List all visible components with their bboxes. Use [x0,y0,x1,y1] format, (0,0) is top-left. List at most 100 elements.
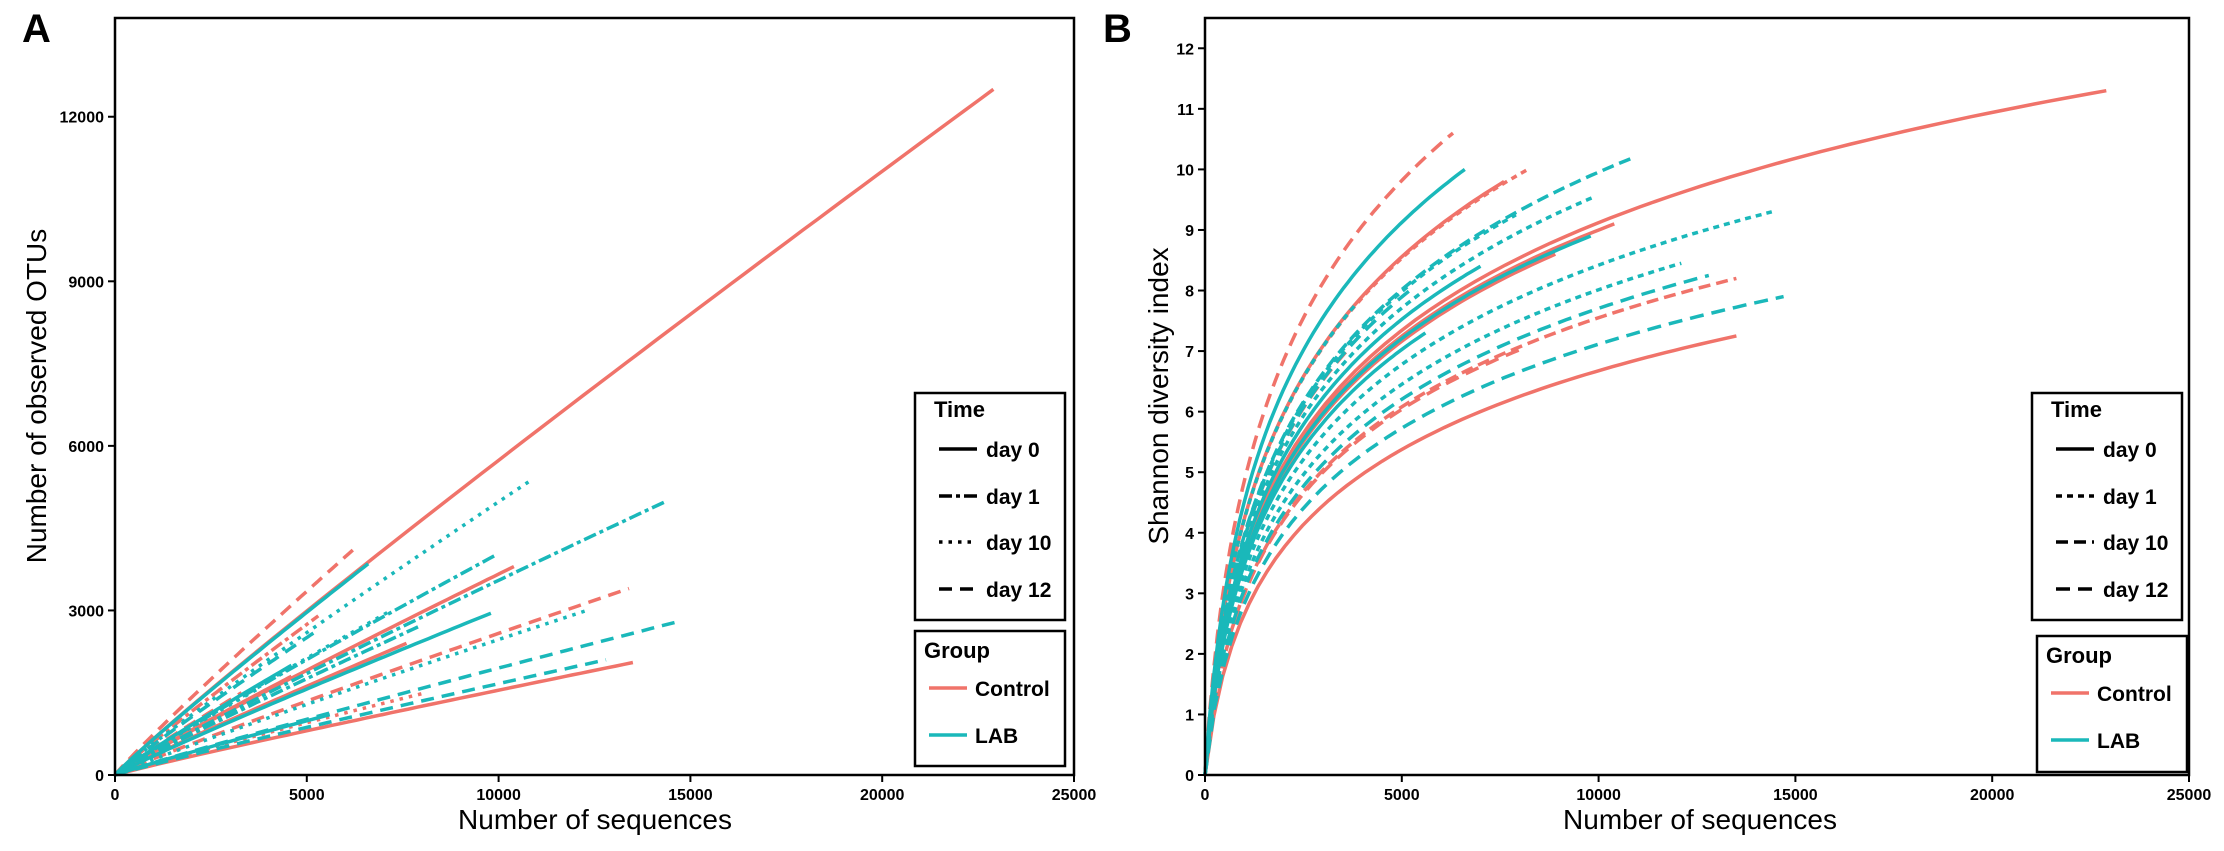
chart-b-xlabel: Number of sequences [1563,804,1837,835]
chart-a-series [113,87,995,777]
chart-a-xtick-label: 15000 [668,787,713,804]
chart-a-legend-group-box [913,629,1067,768]
chart-b-ytick-label: 5 [1185,465,1194,482]
chart-a-series-line [114,499,669,777]
chart-b-series-line [1203,180,1506,776]
chart-a-series-line [114,608,588,777]
chart-b-series-line [1203,264,1482,776]
chart-a-xlabel: Number of sequences [458,804,732,835]
chart-a-series-line [114,586,630,777]
chart-b-series-line [1203,167,1466,776]
chart-a-ytick-label: 3000 [68,603,104,620]
chart-b-ytick-label: 8 [1185,284,1194,301]
chart-a-series-line [114,691,427,777]
chart-b-series-line [1203,304,1356,776]
chart-b-legend-group-title: Group [2046,643,2112,668]
chart-b-legend-label-control: Control [2097,683,2172,706]
chart-a-frame [113,16,1076,777]
chart-a-series-line [114,658,607,777]
chart-b-series-line [1203,195,1596,776]
chart-b-legend-time-box [2030,391,2184,622]
chart-a-series-line [113,614,320,777]
chart-b-ytick-label: 7 [1185,344,1194,361]
chart-a-legend-time-box [913,391,1067,622]
chart-b-legend-label-day12: day 12 [2103,579,2168,602]
chart-b-xtick-label: 0 [1201,787,1210,804]
chart-a-xtick-label: 25000 [1052,787,1097,804]
chart-b-series-line [1203,261,1682,776]
chart-a-series-line [114,625,419,777]
chart-a-legend-label-day12: day 12 [986,579,1051,602]
chart-a-series-line [114,713,331,777]
chart-b-xtick-label: 20000 [1970,787,2015,804]
chart-b-ytick-label: 12 [1176,41,1194,58]
chart-b-ytick-label: 2 [1185,647,1194,664]
chart-a-xtick-label: 10000 [476,787,521,804]
chart-a-series-line [113,562,370,777]
chart-a-series-line [114,619,680,777]
chart-a-y-axis: 0 3000 6000 9000 12000 [60,110,115,785]
chart-b-ytick-label: 3 [1185,586,1194,603]
panel-label-b: B [1103,7,1132,51]
chart-b-series-line [1203,346,1525,776]
chart-a-x-axis: 0 5000 10000 15000 20000 25000 [111,775,1097,804]
chart-a-legend-time-title: Time [934,397,985,422]
chart-a-series-line [113,663,293,777]
chart-a-legend-group: Group Control LAB [913,629,1067,768]
chart-a-series-line [113,630,316,777]
chart-b-legend-label-day1: day 1 [2103,486,2157,509]
chart-b-legend-time: Time day 0 day 1 day 10 day 12 [2030,391,2184,622]
chart-a-series-line [114,611,492,777]
chart-b-series-line [1203,131,1455,776]
chart-b-ytick-label: 4 [1185,526,1194,543]
chart-a-ytick-label: 9000 [68,274,104,291]
chart-b-series-line [1203,294,1784,776]
chart-b-xtick-label: 5000 [1384,787,1420,804]
chart-a-legend-label-day0: day 0 [986,439,1040,462]
chart-b-series-line [1203,222,1615,776]
chart-a-legend-group-title: Group [924,638,990,663]
chart-b-legend-group: Group Control LAB [2035,634,2189,774]
chart-a-legend-label-day10: day 10 [986,532,1051,555]
panel-label-a: A [22,7,51,51]
chart-b-x-axis: 0 5000 10000 15000 20000 25000 [1201,775,2212,804]
chart-b-legend-time-title: Time [2051,397,2102,422]
chart-b-series-line [1203,167,1529,776]
chart-a-series-line [113,477,535,777]
chart-b-series-line [1203,334,1737,776]
chart-a: 0 3000 6000 9000 12000 0 5000 10000 15000 20000 2… [21,16,1097,835]
chart-b-legend-label-day10: day 10 [2103,532,2168,555]
chart-a-legend-label-day1: day 1 [986,486,1040,509]
chart-b-series-line [1203,273,1710,776]
chart-a-ytick-label: 6000 [68,439,104,456]
chart-a-series-line [114,660,634,777]
chart-b-series-line [1203,234,1592,776]
chart-b-ytick-label: 6 [1185,405,1194,422]
chart-b-ylabel: Shannon diversity index [1143,247,1174,544]
chart-b-ytick-label: 11 [1177,102,1194,119]
chart-b-legend-group-box [2035,634,2189,774]
chart-b-xtick-label: 10000 [1576,787,1621,804]
chart-b-series [1203,88,2107,776]
chart-a-legend-label-lab: LAB [975,725,1018,748]
chart-b-legend-label-day0: day 0 [2103,439,2157,462]
chart-b-xtick-label: 25000 [2167,787,2212,804]
chart-a-xtick-label: 0 [111,787,120,804]
chart-b-series-line [1203,210,1773,776]
chart-a-series-line [113,685,262,777]
chart-b-series-line [1203,88,2107,776]
chart-b-ytick-label: 9 [1185,223,1194,240]
chart-b-ytick-label: 10 [1176,162,1194,179]
chart-a-legend-time: Time day 0 day 1 day 10 day 12 [913,391,1067,622]
chart-a-ylabel: Number of observed OTUs [21,229,52,564]
chart-b-series-line [1203,276,1737,776]
chart-b-xtick-label: 15000 [1773,787,1818,804]
chart-a-ytick-label: 12000 [60,110,105,127]
chart-b-frame [1203,16,2191,777]
chart-b-series-line [1203,155,1635,776]
chart-b-ytick-label: 1 [1185,707,1194,724]
chart-a-xtick-label: 20000 [860,787,905,804]
